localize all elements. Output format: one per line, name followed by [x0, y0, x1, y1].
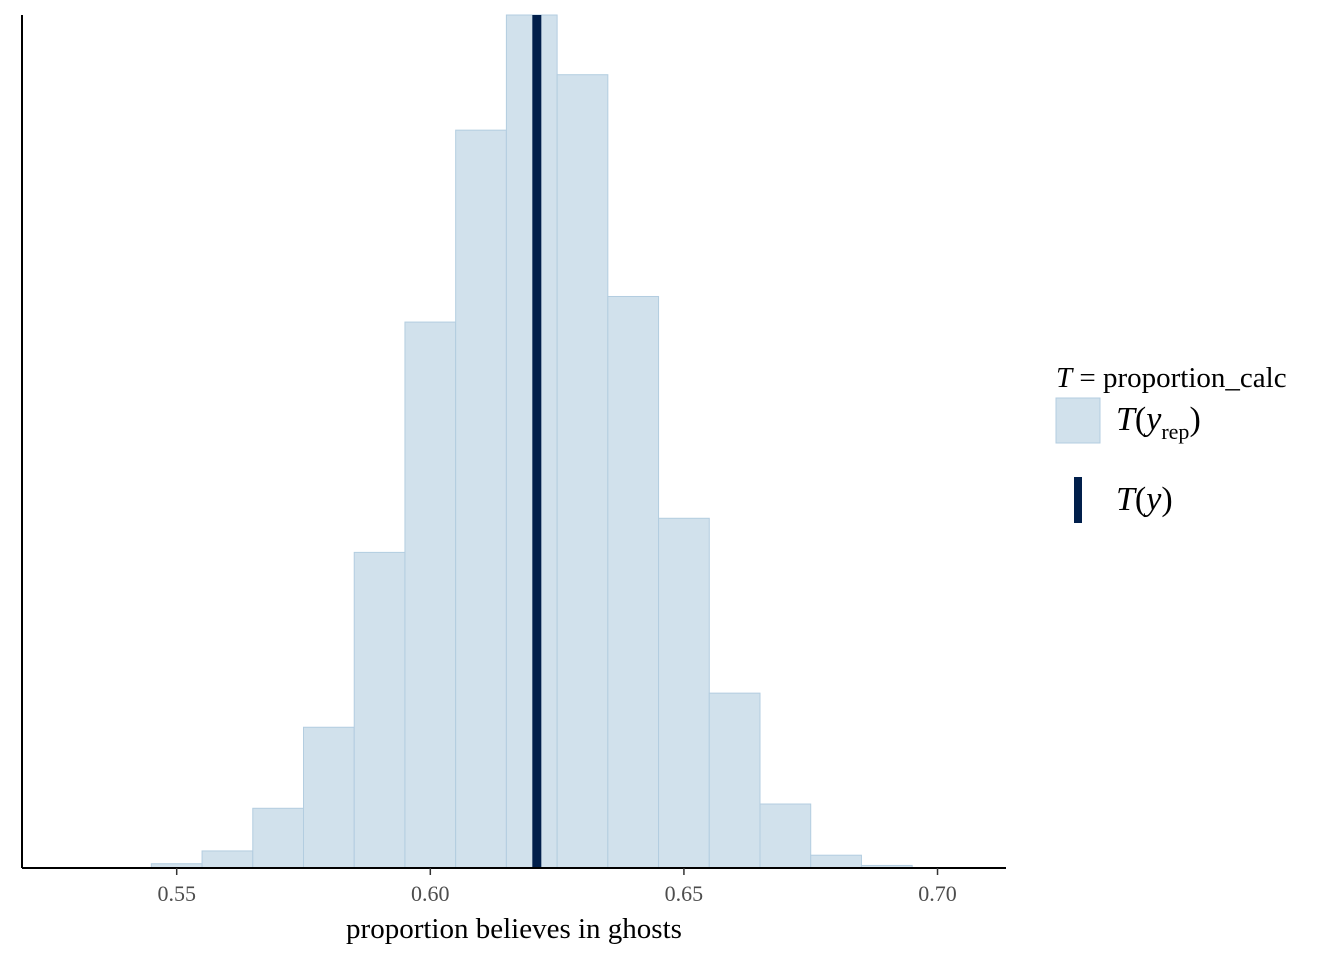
legend-yrep-T: T [1116, 401, 1137, 438]
legend-y-close: ) [1161, 481, 1172, 518]
legend-yrep-open: ( [1135, 401, 1146, 438]
histogram-bar [810, 854, 862, 869]
legend-title-T: T [1056, 362, 1074, 394]
histogram-bars [150, 14, 913, 869]
legend: T = proportion_calc T(yrep) T(y) [1055, 362, 1287, 523]
x-tick-label: 0.65 [665, 881, 704, 906]
legend-y-open: ( [1135, 481, 1146, 518]
histogram-bar [658, 517, 710, 869]
legend-yrep-sub: rep [1161, 419, 1189, 444]
legend-label-yrep: T(yrep) [1116, 401, 1201, 444]
histogram-bar [708, 692, 761, 869]
legend-y-T: T [1116, 481, 1137, 518]
histogram-bar [353, 551, 406, 869]
x-tick-label: 0.55 [157, 881, 196, 906]
histogram-bar [303, 726, 355, 869]
legend-yrep-var: y [1143, 401, 1162, 438]
histogram-bar [455, 129, 507, 869]
axes [21, 15, 1006, 869]
legend-title: T = proportion_calc [1056, 362, 1287, 394]
histogram-bar [505, 14, 558, 869]
x-tick-label: 0.70 [918, 881, 957, 906]
histogram-bar [252, 807, 305, 869]
legend-title-text: = proportion_calc [1072, 362, 1286, 394]
x-tick-label: 0.60 [411, 881, 450, 906]
histogram-bar [759, 803, 812, 869]
histogram-bar [607, 295, 660, 869]
legend-key-y [1074, 477, 1082, 523]
legend-yrep-close: ) [1189, 401, 1200, 438]
legend-label-y: T(y) [1116, 481, 1173, 518]
legend-y-var: y [1143, 481, 1162, 518]
legend-key-yrep [1055, 397, 1101, 444]
x-axis-title: proportion believes in ghosts [346, 913, 682, 945]
histogram-bar [201, 850, 254, 869]
x-ticks: 0.55 0.60 0.65 0.70 [157, 868, 957, 906]
histogram-bar [556, 74, 609, 869]
histogram-bar [404, 321, 457, 869]
